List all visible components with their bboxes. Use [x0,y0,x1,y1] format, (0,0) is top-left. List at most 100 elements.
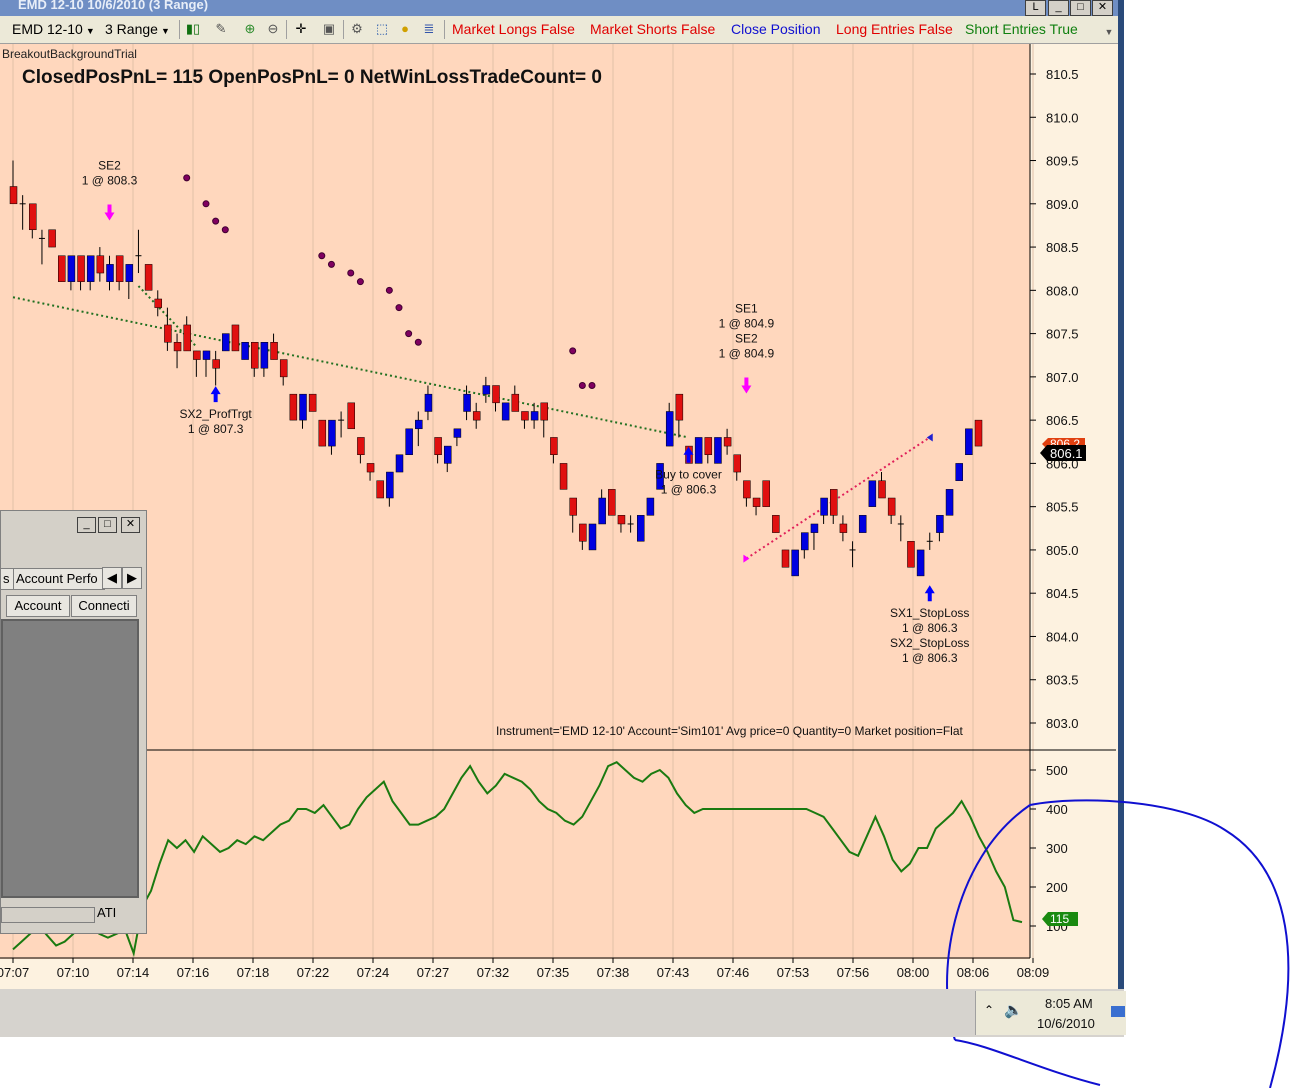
candle-body [830,489,838,516]
account-grid[interactable] [1,619,139,898]
chart-style-icon[interactable]: ▮▯ [185,21,201,36]
signal-dot [212,217,220,225]
candle-body [694,437,703,464]
signal-dot [183,174,191,182]
trade-annotation: 1 @ 807.3 [188,422,244,436]
sub-window-title-bar[interactable]: _ □ ✕ [1,511,146,537]
x-tick-label: 07:35 [537,965,570,980]
zoom-in-icon[interactable]: ⊕ [244,21,256,36]
trend-end-marker [926,433,933,442]
window-title-bar[interactable]: EMD 12-10 10/6/2010 (3 Range) L _ □ ✕ [0,0,1118,16]
clock-date[interactable]: 10/6/2010 [1037,1016,1095,1031]
tab-scroll-right-icon[interactable]: ▶ [122,567,142,589]
candle-body [289,393,298,421]
minimize-button[interactable]: _ [1048,0,1069,16]
candle-body [308,393,317,412]
instrument-selector[interactable]: EMD 12-10 ▼ [12,21,95,37]
x-tick-label: 07:24 [357,965,390,980]
trade-annotation: 1 @ 806.3 [902,621,958,635]
indicator-value-label: 115 [1050,912,1069,926]
toolbar-overflow-icon[interactable]: ▼ [1104,27,1114,37]
market-longs-button[interactable]: Market Longs False [452,21,575,37]
x-tick-label: 07:16 [177,965,210,980]
y-tick-label: 805.0 [1046,543,1079,558]
properties-icon[interactable]: ⚙ [351,21,363,36]
market-shorts-button[interactable]: Market Shorts False [590,21,716,37]
show-desktop-icon[interactable] [1111,1006,1125,1017]
y-tick-label: 803.0 [1046,716,1079,731]
candle-body [762,480,770,507]
tab-account-performance[interactable]: Account Perfo [13,568,105,590]
candle-body [125,264,134,282]
x-tick-label: 07:10 [57,965,90,980]
data-box-icon[interactable]: ▣ [322,21,336,36]
y-tick-label: 805.5 [1046,500,1079,515]
candle-body [231,324,240,352]
long-entries-button[interactable]: Long Entries False [836,21,953,37]
tray-expand-icon[interactable]: ⌃ [984,1003,995,1017]
short-entries-button[interactable]: Short Entries True [965,21,1078,37]
signal-dot [569,347,577,355]
candle-body [366,463,375,473]
candle-body [444,445,452,464]
strategy-icon[interactable]: ● [401,21,409,36]
close-position-button[interactable]: Close Position [731,21,821,37]
signal-dot [221,226,229,234]
trade-annotation: SX2_StopLoss [890,636,969,650]
toolbar-divider [444,20,445,39]
last-price-label: 806.1 [1050,446,1083,461]
maximize-button[interactable]: □ [98,517,117,533]
maximize-button[interactable]: □ [1070,0,1091,16]
window-title: EMD 12-10 10/6/2010 (3 Range) [18,0,209,12]
crosshair-icon[interactable]: ✛ [295,21,307,36]
candle-body [733,454,741,473]
minimize-button[interactable]: _ [77,517,96,533]
chart-icon[interactable]: ⬚ [375,21,389,36]
chart-plot-area[interactable] [0,44,1030,959]
candle-body [58,255,66,282]
candle-body [656,463,664,490]
indicator-y-tick-label: 400 [1046,802,1068,817]
candle-body [154,298,162,308]
y-tick-label: 807.5 [1046,327,1079,342]
candle-body [945,489,954,516]
candle-body [183,324,191,352]
candle-body [878,480,886,499]
x-tick-label: 08:09 [1017,965,1050,980]
candle-body [86,255,95,282]
indicator-y-tick-label: 200 [1046,880,1068,895]
candle-body [202,350,211,360]
candle-body [395,454,404,473]
candle-body [328,419,336,447]
close-button[interactable]: ✕ [121,517,140,533]
candle-body [521,411,529,421]
x-tick-label: 07:38 [597,965,630,980]
candle-body [936,515,944,533]
pencil-icon[interactable]: ✎ [215,21,227,36]
list-icon[interactable]: ≣ [423,21,435,36]
candle-body [810,523,819,533]
candle-body [887,497,896,516]
speaker-icon[interactable]: 🔈 [1004,1002,1023,1019]
candle-body [482,385,491,395]
strategy-name: BreakoutBackgroundTrial [2,47,137,61]
close-button[interactable]: ✕ [1092,0,1113,16]
bar-type-selector[interactable]: 3 Range ▼ [105,21,170,37]
link-button[interactable]: L [1025,0,1046,16]
chevron-down-icon: ▼ [160,26,170,36]
control-center-window[interactable]: _ □ ✕ s Account Perfo ◀ ▶ Account Connec… [0,510,147,934]
zoom-out-icon[interactable]: ⊖ [267,21,279,36]
tab-partial[interactable]: s [0,568,14,590]
column-account[interactable]: Account [6,595,70,617]
y-tick-label: 806.5 [1046,413,1079,428]
clock-time[interactable]: 8:05 AM [1045,996,1093,1011]
candle-body [858,515,867,533]
candle-body [270,342,278,360]
column-connection[interactable]: Connecti [71,595,137,617]
candle-body [96,255,105,274]
candle-body [164,324,172,343]
x-tick-label: 08:06 [957,965,990,980]
chart-toolbar: EMD 12-10 ▼ 3 Range ▼ ▮▯ ✎ ⊕ ⊖ ✛ ▣ ⚙ ⬚ ● ≣… [0,16,1118,44]
tab-scroll-left-icon[interactable]: ◀ [102,567,122,589]
